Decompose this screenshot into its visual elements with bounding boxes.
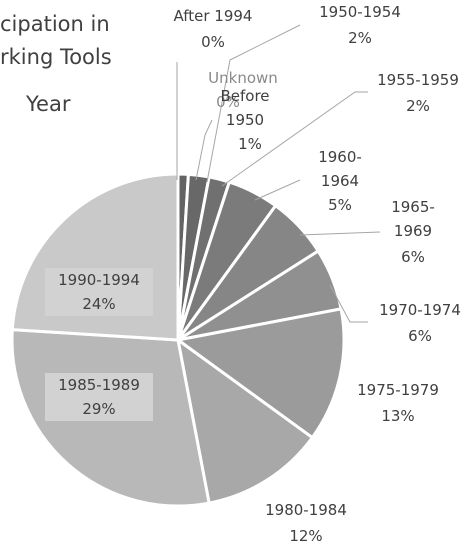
pie-slice	[174, 307, 346, 440]
leader-line	[195, 119, 213, 181]
category-label: Unknown	[208, 69, 278, 87]
category-label: 1955-1959	[377, 71, 459, 89]
value-label: 2%	[348, 29, 372, 47]
leader-line	[254, 179, 301, 201]
category-label: 1970-1974	[379, 301, 461, 319]
chart-title: Year	[26, 92, 71, 116]
category-label: 1950-1954	[319, 3, 401, 21]
chart-title: rking Tools	[0, 45, 112, 69]
category-label: 1960-1964	[318, 148, 362, 190]
leader-line	[329, 284, 368, 323]
category-label: After 1994	[173, 7, 253, 25]
value-label: 0%	[216, 93, 240, 111]
value-label: 0%	[201, 33, 225, 51]
category-label: 1975-1979	[357, 381, 439, 399]
leader-lines	[176, 24, 381, 323]
value-label: 1%	[238, 135, 262, 153]
value-label: 29%	[45, 397, 153, 421]
value-label: 6%	[401, 248, 425, 266]
value-label: 24%	[45, 292, 153, 316]
pie-slice	[175, 336, 315, 505]
category-label: 1965-1969	[391, 198, 435, 240]
leader-line	[221, 91, 368, 187]
category-label: 1980-1984	[265, 501, 347, 519]
category-label: Before 1950	[220, 87, 270, 129]
chart-title: cipation in	[0, 12, 110, 36]
value-label: 13%	[381, 407, 415, 425]
value-label: 2%	[406, 97, 430, 115]
slices	[10, 172, 346, 508]
value-label: 6%	[408, 327, 432, 345]
value-label: 5%	[328, 196, 352, 214]
value-label: 12%	[289, 527, 323, 545]
leader-line	[206, 24, 301, 183]
leader-line	[299, 231, 381, 236]
category-label: 1990-1994	[45, 268, 153, 292]
category-label: 1985-1989	[45, 373, 153, 397]
